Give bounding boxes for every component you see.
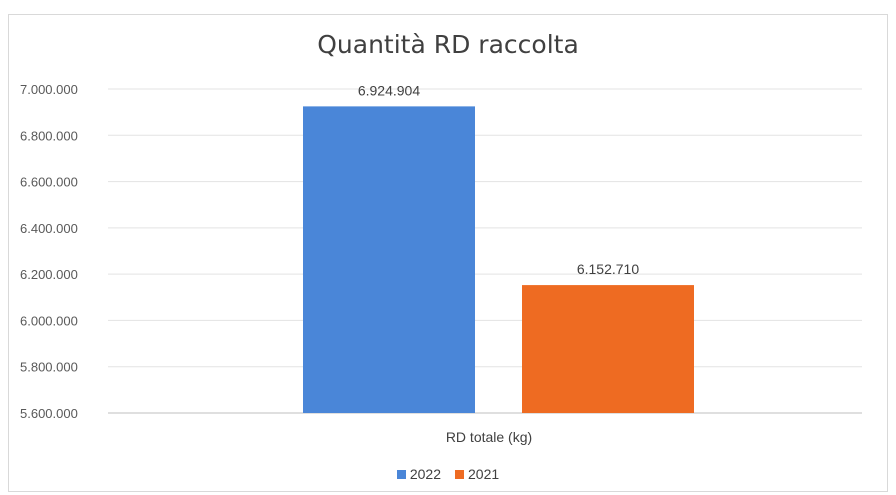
data-label-2021: 6.152.710 (577, 261, 639, 277)
y-tick-label: 5.800.000 (20, 360, 78, 375)
y-tick-label: 6.200.000 (20, 267, 78, 282)
y-tick-label: 6.000.000 (20, 313, 78, 328)
y-tick-label: 6.400.000 (20, 221, 78, 236)
y-tick-label: 6.800.000 (20, 128, 78, 143)
legend-item-2021: 2021 (455, 466, 499, 482)
legend-swatch-2022 (396, 469, 406, 479)
chart-title: Quantità RD raccolta (317, 30, 579, 59)
bar-2021 (522, 285, 694, 413)
data-label-2022: 6.924.904 (358, 82, 420, 98)
y-tick-label: 6.600.000 (20, 175, 78, 190)
chart-legend: 2022 2021 (0, 466, 896, 482)
y-tick-label: 5.600.000 (20, 406, 78, 421)
y-tick-label: 7.000.000 (20, 82, 78, 97)
x-category-label: RD totale (kg) (446, 429, 532, 445)
bar-2022 (303, 106, 475, 413)
legend-item-2022: 2022 (396, 466, 441, 482)
legend-label-2021: 2021 (468, 466, 500, 482)
legend-swatch-2021 (455, 469, 464, 479)
legend-label-2022: 2022 (409, 466, 441, 482)
